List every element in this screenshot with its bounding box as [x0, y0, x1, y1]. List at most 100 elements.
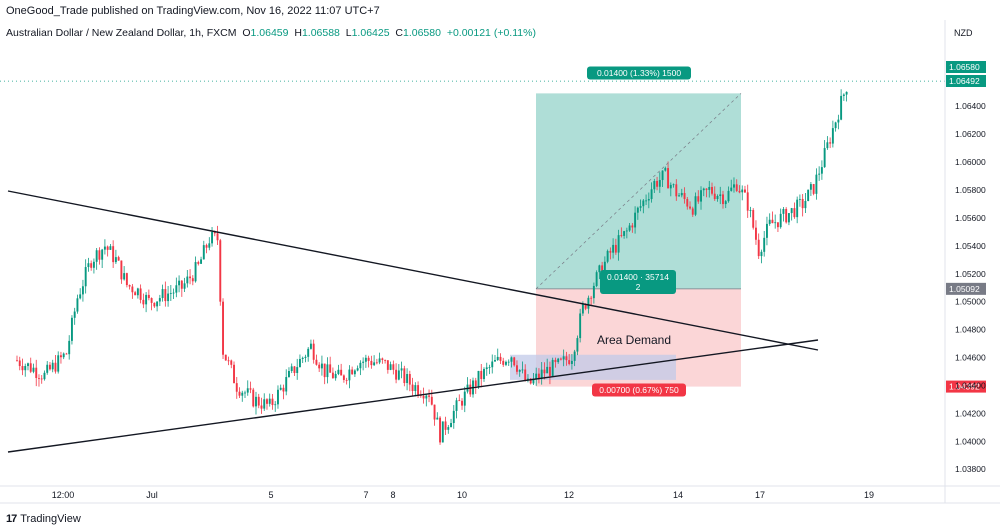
candle-body: [529, 378, 532, 384]
candle-body: [257, 396, 260, 406]
candle-body: [661, 170, 664, 181]
ascending-trendline: [7, 339, 819, 453]
price-label-box: [946, 380, 986, 393]
candle-body: [384, 360, 387, 361]
candle-body: [370, 360, 373, 366]
candle-body: [296, 367, 299, 374]
candle-body: [669, 184, 672, 189]
candle-body: [268, 398, 271, 404]
y-tick-label: 1.06200: [955, 129, 986, 139]
candle-body: [175, 285, 178, 293]
candle-body: [29, 363, 32, 372]
candle-body: [167, 293, 170, 302]
candle-body: [345, 379, 348, 381]
candle-body: [381, 358, 384, 361]
candle-body: [266, 399, 268, 404]
candle-body: [35, 367, 38, 379]
price-label-text: 1.05092: [949, 284, 980, 294]
candle-body: [754, 227, 757, 240]
candle-body: [477, 370, 480, 387]
candle-body: [603, 261, 606, 276]
price-label-text: 1.06492: [949, 76, 980, 86]
candle-body: [505, 361, 507, 365]
candle-body: [183, 283, 186, 289]
candle-body: [590, 297, 593, 299]
candle-body: [70, 317, 73, 341]
candle-body: [98, 250, 101, 260]
candle-body: [461, 400, 463, 406]
candle-body: [532, 378, 535, 384]
candle-body: [683, 192, 686, 200]
candle-body: [92, 261, 95, 268]
candle-body: [579, 313, 582, 339]
candle-body: [776, 222, 779, 228]
x-tick-label: 14: [673, 490, 683, 500]
candle-body: [625, 230, 628, 232]
candle-body: [598, 265, 601, 273]
candle-body: [378, 358, 381, 363]
candle-body: [694, 196, 697, 215]
candle-body: [787, 213, 790, 223]
candle-body: [244, 392, 246, 394]
candle-body: [178, 280, 181, 286]
candle-body: [535, 373, 538, 379]
candle-body: [785, 208, 788, 223]
candle-body: [554, 359, 557, 363]
candle-body: [548, 366, 551, 376]
candle-body: [59, 355, 62, 358]
candle-body: [826, 142, 829, 149]
candle-body: [147, 294, 150, 299]
candle-body: [356, 368, 359, 371]
candle-body: [293, 366, 296, 374]
candle-body: [573, 351, 576, 361]
candle-body: [702, 188, 705, 191]
candle-body: [139, 288, 142, 300]
symbol-legend: Australian Dollar / New Zealand Dollar, …: [6, 27, 536, 39]
candle-body: [741, 189, 744, 193]
candle-body: [474, 380, 477, 387]
candle-body: [208, 243, 211, 248]
candle-body: [483, 369, 485, 380]
candle-body: [120, 260, 123, 280]
candle-body: [425, 395, 428, 399]
candle-body: [719, 194, 722, 197]
candle-body: [562, 356, 565, 360]
candle-body: [65, 353, 68, 355]
candle-body: [738, 190, 741, 193]
candle-body: [255, 396, 257, 407]
candle-body: [697, 196, 700, 202]
y-tick-label: 1.06000: [955, 157, 986, 167]
x-tick-label: 17: [755, 490, 765, 500]
candle-body: [117, 257, 120, 261]
candle-body: [499, 356, 502, 361]
candle-body: [628, 225, 631, 231]
currency-label: NZD: [954, 28, 973, 38]
candle-body: [793, 208, 796, 218]
y-tick-label: 1.05400: [955, 241, 986, 251]
candle-body: [40, 378, 43, 380]
y-tick-label: 1.05800: [955, 185, 986, 195]
candle-body: [21, 366, 24, 371]
open-label: O: [242, 27, 251, 39]
candle-body: [658, 180, 661, 187]
stop-label-text: 0.00700 (0.67%) 750: [599, 385, 679, 395]
candle-body: [433, 404, 436, 420]
candle-body: [834, 122, 837, 129]
candle-body: [617, 235, 620, 253]
candle-body: [169, 293, 172, 294]
y-tick-label: 1.06400: [955, 101, 986, 111]
candle-body: [581, 304, 584, 314]
candle-body: [81, 286, 84, 295]
candle-body: [744, 189, 746, 193]
candle-body: [156, 301, 159, 307]
candle-body: [518, 369, 521, 372]
candle-body: [224, 354, 227, 361]
candle-body: [153, 302, 156, 307]
candle-body: [689, 206, 691, 209]
candle-body: [444, 421, 447, 430]
candle-body: [455, 400, 458, 411]
candle-body: [752, 210, 755, 228]
candle-body: [158, 298, 161, 302]
candle-body: [18, 360, 21, 367]
